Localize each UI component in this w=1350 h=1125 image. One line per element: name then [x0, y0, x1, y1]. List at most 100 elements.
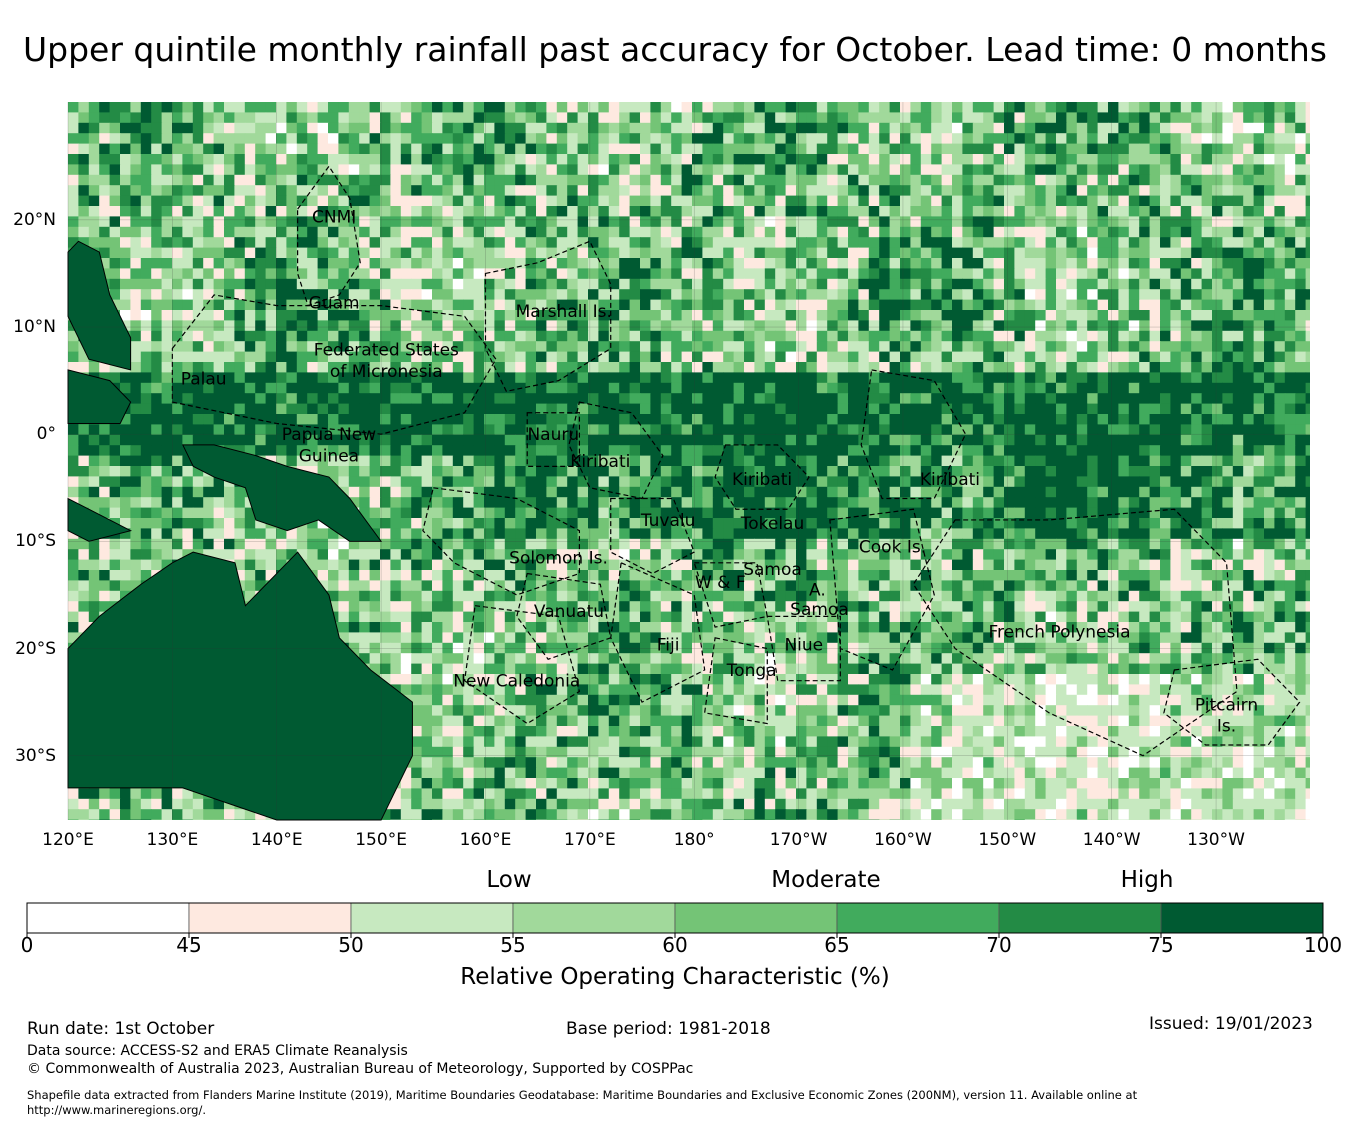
roc-cell — [941, 122, 953, 134]
roc-cell — [764, 486, 776, 498]
roc-cell — [1024, 102, 1036, 113]
roc-cell — [328, 528, 339, 540]
roc-cell — [1253, 424, 1265, 436]
roc-cell — [317, 351, 329, 363]
roc-cell — [515, 476, 527, 488]
roc-cell — [276, 424, 287, 436]
roc-cell — [255, 237, 267, 249]
roc-cell — [473, 362, 485, 373]
roc-cell — [109, 445, 121, 457]
roc-cell — [910, 310, 922, 321]
roc-cell — [234, 507, 246, 519]
roc-cell — [952, 466, 963, 477]
roc-cell — [161, 497, 173, 509]
roc-cell — [1212, 382, 1223, 394]
roc-cell — [1232, 122, 1244, 134]
roc-cell — [1087, 434, 1099, 446]
roc-cell — [463, 518, 475, 529]
roc-cell — [660, 195, 672, 207]
roc-cell — [359, 185, 371, 197]
roc-cell — [723, 528, 735, 540]
roc-cell — [796, 445, 807, 457]
roc-cell — [681, 414, 693, 425]
roc-cell — [151, 403, 163, 415]
roc-cell — [390, 518, 402, 529]
roc-cell — [1222, 518, 1234, 529]
roc-cell — [931, 382, 943, 394]
roc-cell — [88, 133, 100, 145]
roc-cell — [338, 185, 350, 197]
roc-cell — [1191, 102, 1203, 113]
roc-cell — [733, 486, 745, 498]
roc-cell — [1004, 341, 1015, 353]
roc-cell — [255, 362, 267, 373]
roc-cell — [182, 466, 194, 477]
roc-cell — [858, 102, 870, 113]
roc-cell — [1222, 414, 1234, 425]
roc-cell — [1305, 112, 1310, 124]
roc-cell — [109, 258, 121, 269]
roc-cell — [515, 216, 527, 228]
roc-cell — [1066, 403, 1078, 415]
roc-cell — [1232, 164, 1244, 176]
roc-cell — [1284, 174, 1296, 186]
roc-cell — [879, 289, 891, 301]
roc-cell — [286, 382, 298, 394]
roc-cell — [255, 185, 267, 197]
roc-cell — [1149, 237, 1161, 249]
roc-cell — [1305, 143, 1310, 155]
roc-cell — [1160, 154, 1171, 165]
roc-cell — [1253, 226, 1265, 238]
roc-cell — [577, 434, 589, 446]
roc-cell — [380, 185, 391, 197]
roc-cell — [203, 247, 215, 259]
roc-cell — [650, 102, 662, 113]
roc-cell — [182, 424, 194, 436]
roc-cell — [1222, 206, 1234, 217]
roc-cell — [1253, 341, 1265, 353]
roc-cell — [1045, 341, 1057, 353]
roc-cell — [608, 185, 620, 197]
roc-cell — [650, 258, 662, 269]
roc-cell — [723, 237, 735, 249]
roc-cell — [879, 133, 891, 145]
roc-cell — [109, 216, 121, 228]
roc-cell — [504, 299, 516, 311]
roc-cell — [816, 455, 828, 467]
roc-cell — [920, 518, 932, 529]
roc-cell — [972, 299, 984, 311]
roc-cell — [598, 174, 610, 186]
roc-cell — [816, 237, 828, 249]
roc-cell — [1243, 351, 1255, 363]
roc-cell — [432, 102, 443, 113]
roc-cell — [172, 258, 183, 269]
roc-cell — [484, 476, 495, 488]
roc-cell — [785, 476, 797, 488]
roc-cell — [1087, 247, 1099, 259]
roc-cell — [952, 382, 963, 394]
roc-cell — [1139, 258, 1151, 269]
roc-cell — [515, 445, 527, 457]
roc-cell — [1180, 164, 1192, 176]
roc-cell — [920, 434, 932, 446]
roc-cell — [900, 445, 911, 457]
roc-cell — [920, 455, 932, 467]
roc-cell — [650, 434, 662, 446]
roc-cell — [161, 247, 173, 259]
roc-cell — [1180, 507, 1192, 519]
roc-cell — [504, 268, 516, 280]
roc-cell — [1295, 164, 1307, 176]
roc-cell — [952, 122, 963, 134]
roc-cell — [130, 507, 142, 519]
roc-cell — [192, 122, 204, 134]
roc-cell — [692, 466, 703, 477]
roc-cell — [265, 403, 277, 415]
roc-cell — [307, 258, 319, 269]
roc-cell — [484, 237, 495, 249]
roc-cell — [1305, 237, 1310, 249]
roc-cell — [816, 164, 828, 176]
roc-cell — [1295, 133, 1307, 145]
roc-cell — [546, 226, 558, 238]
roc-cell — [515, 289, 527, 301]
roc-cell — [203, 122, 215, 134]
